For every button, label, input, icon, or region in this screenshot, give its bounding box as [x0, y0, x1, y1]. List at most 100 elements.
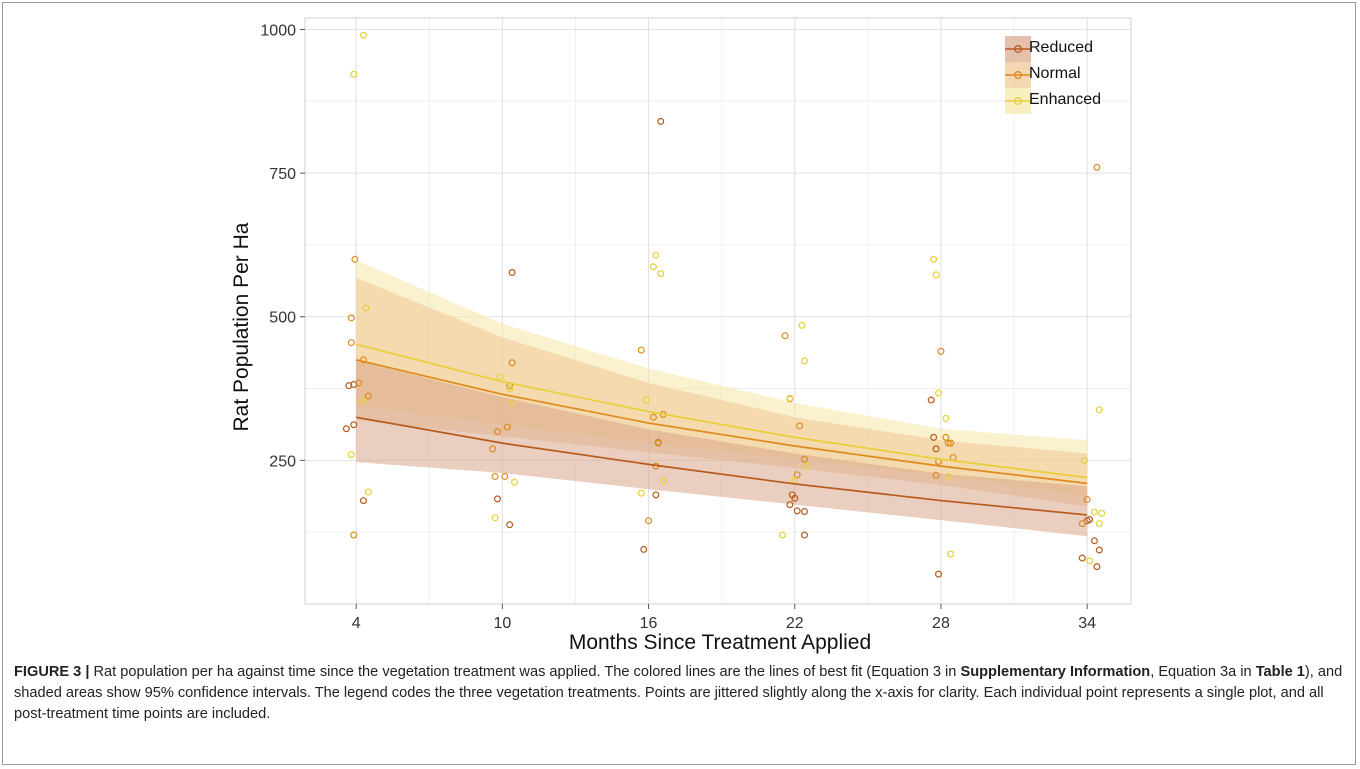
data-point-enhanced	[779, 531, 787, 539]
data-point-normal	[944, 439, 952, 447]
data-point-reduced	[793, 507, 801, 515]
legend-item-reduced[interactable]: Reduced	[1005, 36, 1117, 62]
data-point-enhanced	[637, 489, 645, 497]
figure-caption: FIGURE 3 | Rat population per ha against…	[14, 662, 1344, 725]
data-point-enhanced	[364, 488, 372, 496]
legend-item-normal[interactable]: Normal	[1005, 62, 1117, 88]
data-point-normal	[359, 356, 367, 364]
y-tick-label: 750	[269, 166, 296, 183]
data-point-enhanced	[362, 304, 370, 312]
fit-lines	[355, 343, 1088, 516]
data-point-enhanced	[350, 70, 358, 78]
legend-swatch-enhanced	[1005, 88, 1031, 114]
legend-swatch-reduced	[1005, 36, 1031, 62]
data-point-enhanced	[496, 373, 504, 381]
data-point-enhanced	[511, 478, 519, 486]
data-point-reduced	[930, 433, 938, 441]
data-point-normal	[796, 422, 804, 430]
data-point-normal	[637, 346, 645, 354]
plot-border	[304, 17, 1132, 605]
data-point-normal	[501, 472, 509, 480]
data-point-enhanced	[798, 321, 806, 329]
legend-swatch-normal	[1005, 62, 1031, 88]
data-point-reduced	[1095, 546, 1103, 554]
data-point-reduced	[506, 521, 514, 529]
data-point-reduced	[800, 531, 808, 539]
data-point-enhanced	[359, 397, 367, 405]
data-point-reduced	[1090, 537, 1098, 545]
data-point-reduced	[652, 491, 660, 499]
x-tick-label: 10	[493, 615, 511, 632]
legend-label: Enhanced	[1029, 91, 1102, 108]
data-point-enhanced	[1098, 509, 1106, 517]
data-point-enhanced	[942, 414, 950, 422]
data-point-enhanced	[508, 399, 516, 407]
data-point-normal	[793, 471, 801, 479]
data-point-enhanced	[649, 263, 657, 271]
x-tick-label: 34	[1078, 615, 1096, 632]
data-point-normal	[350, 531, 358, 539]
data-point-normal	[649, 413, 657, 421]
fit-line-enhanced	[355, 343, 1088, 479]
data-point-reduced	[345, 382, 353, 390]
data-point-reduced	[791, 494, 799, 502]
legend-label: Normal	[1029, 65, 1081, 82]
data-point-normal	[1078, 520, 1086, 528]
data-point-reduced	[657, 117, 665, 125]
data-point-enhanced	[930, 255, 938, 263]
data-point-enhanced	[657, 270, 665, 278]
data-point-reduced	[786, 501, 794, 509]
data-point-normal	[645, 517, 653, 525]
data-point-normal	[942, 433, 950, 441]
data-points	[342, 31, 1106, 578]
data-point-normal	[800, 455, 808, 463]
y-tick-label: 250	[269, 453, 296, 470]
data-point-enhanced	[506, 385, 514, 393]
data-point-normal	[947, 439, 955, 447]
data-point-enhanced	[800, 357, 808, 365]
data-point-reduced	[800, 508, 808, 516]
legend-label: Reduced	[1029, 39, 1094, 56]
data-point-enhanced	[1090, 508, 1098, 516]
data-point-normal	[781, 332, 789, 340]
chart: 4 10 16 22 28 34 250 500 750 1000 Months Since Tr…	[230, 17, 1132, 654]
data-point-enhanced	[1081, 456, 1089, 464]
data-point-enhanced	[803, 462, 811, 470]
data-point-enhanced	[1086, 557, 1094, 565]
caption-label: FIGURE 3 |	[14, 664, 90, 680]
data-point-reduced	[350, 421, 358, 429]
data-point-normal	[347, 314, 355, 322]
data-point-enhanced	[935, 389, 943, 397]
data-point-reduced	[493, 495, 501, 503]
y-tick-label: 1000	[260, 22, 296, 39]
data-point-enhanced	[932, 271, 940, 279]
data-point-enhanced	[642, 396, 650, 404]
y-tick-label: 500	[269, 310, 296, 327]
data-point-enhanced	[944, 472, 952, 480]
caption-text-1: Rat population per ha against time since…	[89, 664, 961, 680]
data-point-normal	[503, 423, 511, 431]
data-point-normal	[937, 347, 945, 355]
data-point-enhanced	[491, 514, 499, 522]
fit-line-reduced	[356, 416, 1088, 516]
data-point-normal	[1083, 495, 1091, 503]
ci-band-normal	[356, 277, 1088, 507]
data-point-enhanced	[359, 31, 367, 39]
data-point-reduced	[508, 269, 516, 277]
legend-item-enhanced[interactable]: Enhanced	[1005, 88, 1117, 114]
caption-ref-supplementary: Supplementary Information	[960, 664, 1151, 680]
data-point-enhanced	[1095, 520, 1103, 528]
data-point-normal	[654, 439, 662, 447]
x-tick-label: 22	[786, 615, 804, 632]
caption-text-3: ), and shaded areas show 95% confidence …	[14, 664, 1343, 722]
data-point-enhanced	[786, 394, 794, 402]
x-tick-label: 28	[932, 615, 950, 632]
caption-text-2: , Equation 3a in	[1150, 664, 1256, 680]
data-point-enhanced	[1095, 406, 1103, 414]
data-point-normal	[932, 471, 940, 479]
data-point-reduced	[359, 497, 367, 505]
data-point-normal	[493, 428, 501, 436]
data-point-reduced	[935, 570, 943, 578]
data-point-reduced	[1093, 563, 1101, 571]
